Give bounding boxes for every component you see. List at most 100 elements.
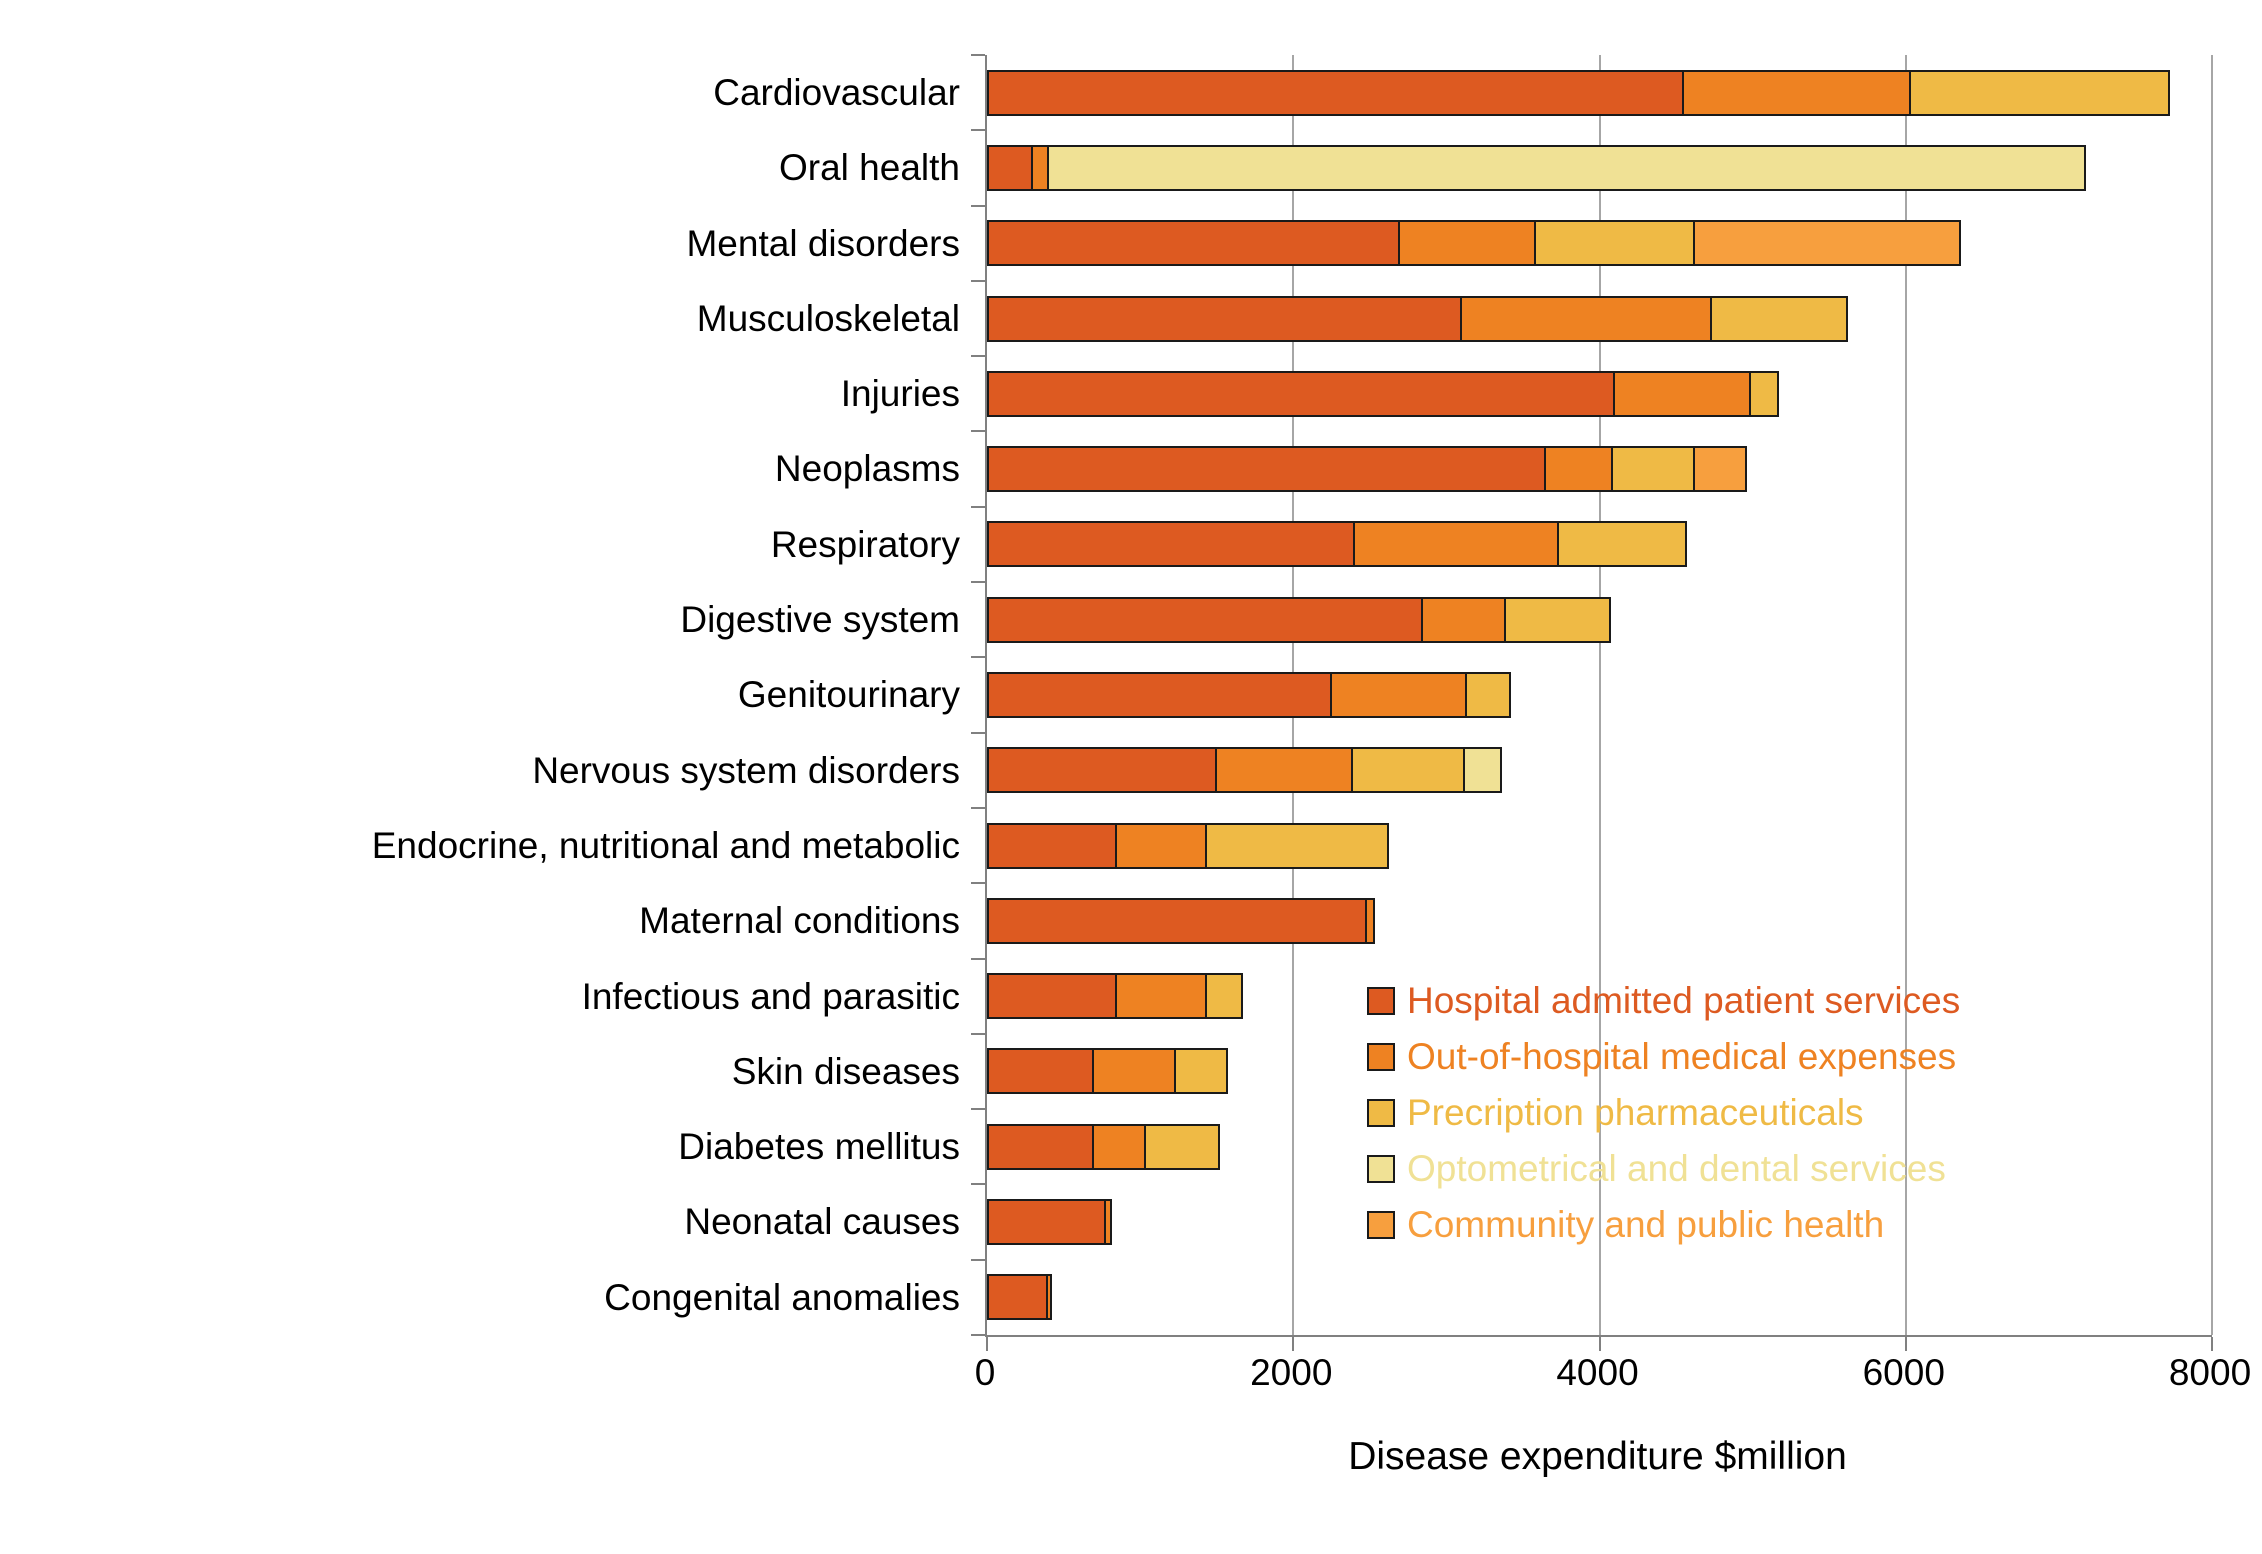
bar-row xyxy=(987,1123,1221,1170)
bar-segment xyxy=(1115,822,1208,869)
bar-segment xyxy=(1534,220,1696,267)
x-axis-tick-labels: 0 2000 4000 6000 8000 xyxy=(0,1352,2262,1402)
plot-area: Hospital admitted patient services Out-of… xyxy=(971,54,2213,1351)
bar-segment xyxy=(987,446,1546,493)
category-label: Maternal conditions xyxy=(639,900,960,942)
legend-item: Hospital admitted patient services xyxy=(1367,973,1960,1029)
y-axis-tick xyxy=(971,1108,985,1111)
bar-segment xyxy=(1463,747,1502,794)
category-label: Genitourinary xyxy=(737,674,960,716)
category-label: Skin diseases xyxy=(731,1050,960,1092)
x-tick-label: 2000 xyxy=(1250,1352,1333,1393)
y-axis-category-labels: Cardiovascular Oral health Mental disorder… xyxy=(0,55,960,1335)
legend-label: Community and public health xyxy=(1407,1204,1885,1245)
y-axis-tick xyxy=(971,1032,985,1035)
bar-row xyxy=(987,596,1611,643)
bar-segment xyxy=(1909,69,2170,116)
bar-segment xyxy=(1104,1199,1113,1246)
bar-segment xyxy=(987,69,1684,116)
bar-segment xyxy=(1710,295,1849,342)
bar-row xyxy=(987,747,1502,794)
y-axis-tick xyxy=(971,1258,985,1261)
bar-segment xyxy=(1421,596,1506,643)
bar-segment xyxy=(987,897,1367,944)
y-axis-tick xyxy=(971,581,985,584)
bar-segment xyxy=(1047,144,2086,191)
y-axis-tick xyxy=(971,204,985,207)
category-label: Injuries xyxy=(840,373,960,415)
bar-segment xyxy=(987,672,1332,718)
bar-segment xyxy=(1143,1123,1221,1170)
bar-segment xyxy=(1693,446,1747,493)
bar-segment xyxy=(1364,897,1376,944)
gridline-6000 xyxy=(1904,55,1907,1335)
bar-segment xyxy=(1398,220,1537,267)
bar-segment xyxy=(1092,1123,1146,1170)
x-axis-tick xyxy=(2211,1337,2213,1351)
bar-segment xyxy=(987,521,1355,568)
x-tick-label: 8000 xyxy=(2168,1352,2252,1393)
bar-row xyxy=(987,295,1849,342)
bar-row xyxy=(987,897,1376,944)
bar-segment xyxy=(1174,1048,1228,1095)
bar-segment xyxy=(987,295,1462,342)
bar-row xyxy=(987,822,1389,869)
bar-segment xyxy=(1115,973,1208,1020)
category-label: Infectious and parasitic xyxy=(581,975,960,1017)
bar-segment xyxy=(987,1048,1095,1095)
category-label: Cardiovascular xyxy=(713,72,960,113)
bar-segment xyxy=(1465,672,1512,718)
legend-label: Out-of-hospital medical expenses xyxy=(1407,1036,1957,1077)
legend-swatch xyxy=(1367,1043,1395,1071)
x-tick-label: 6000 xyxy=(1862,1352,1945,1393)
y-axis-tick xyxy=(971,656,985,659)
bar-segment xyxy=(987,596,1424,643)
bar-row xyxy=(987,521,1688,568)
y-axis-tick xyxy=(971,129,985,132)
bar-segment xyxy=(1612,370,1751,417)
y-axis-tick xyxy=(971,54,985,56)
category-label: Respiratory xyxy=(770,523,960,565)
bar-segment xyxy=(1205,973,1244,1020)
bar-row xyxy=(987,973,1244,1020)
category-label: Neoplasms xyxy=(774,448,960,490)
bar-segment xyxy=(1610,446,1696,493)
category-label: Digestive system xyxy=(680,599,960,641)
y-axis-tick xyxy=(971,957,985,960)
y-axis-tick xyxy=(971,279,985,282)
y-axis-tick xyxy=(971,355,985,358)
x-axis-tick xyxy=(1598,1337,1601,1351)
x-tick-label: 4000 xyxy=(1556,1352,1639,1393)
legend-item: Out-of-hospital medical expenses xyxy=(1367,1029,1960,1085)
bar-segment xyxy=(1214,747,1353,794)
bar-segment xyxy=(1092,1048,1177,1095)
x-tick-label: 0 xyxy=(974,1352,996,1393)
category-label: Diabetes mellitus xyxy=(678,1126,960,1168)
bar-segment xyxy=(987,370,1615,417)
y-axis-tick xyxy=(971,806,985,809)
bar-segment xyxy=(987,822,1118,869)
bar-segment xyxy=(1557,521,1688,568)
x-axis-tick xyxy=(1292,1337,1295,1351)
x-axis-title: Disease expenditure $million xyxy=(1348,1435,1847,1478)
legend-swatch xyxy=(1367,1099,1395,1127)
bar-row xyxy=(987,1199,1113,1246)
bar-segment xyxy=(1459,295,1713,342)
bar-segment xyxy=(987,1123,1095,1170)
category-label: Oral health xyxy=(779,147,960,189)
bar-row xyxy=(987,446,1747,493)
bar-row xyxy=(987,69,2170,116)
legend-item: Optometrical and dental services xyxy=(1367,1141,1960,1197)
y-axis-tick xyxy=(971,430,985,433)
y-axis-tick xyxy=(971,505,985,508)
bar-segment xyxy=(987,144,1033,191)
bar-segment xyxy=(1352,521,1560,568)
legend-swatch xyxy=(1367,1155,1395,1183)
bar-segment xyxy=(1503,596,1611,643)
category-label: Neonatal causes xyxy=(684,1201,960,1243)
bar-segment xyxy=(1350,747,1466,794)
y-axis-tick xyxy=(971,1334,985,1336)
legend-label: Hospital admitted patient services xyxy=(1407,980,1961,1021)
bar-row xyxy=(987,370,1780,417)
